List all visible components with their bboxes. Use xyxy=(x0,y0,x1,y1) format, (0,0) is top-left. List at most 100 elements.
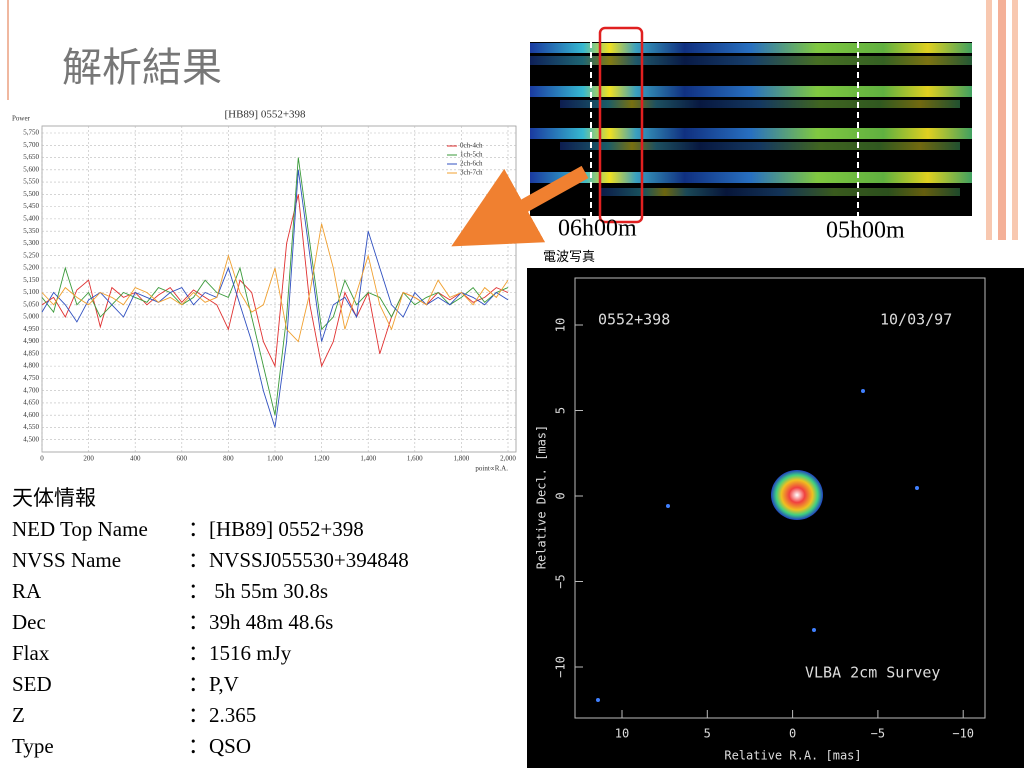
speck xyxy=(596,698,600,702)
x-tick-label: 0 xyxy=(789,727,796,741)
waterfall-band xyxy=(530,56,972,65)
y-tick-label: 5,150 xyxy=(23,276,39,284)
y-tick-label: 4,750 xyxy=(23,374,39,382)
survey-name: VLBA 2cm Survey xyxy=(805,664,940,682)
chart: 4,500 4,550 4,600 4,650 4,700 4,750 4,800 4,850… xyxy=(23,126,516,463)
waterfall-label: 06h00m xyxy=(558,216,637,242)
source-blob xyxy=(771,470,823,520)
waterfall-band xyxy=(530,172,972,183)
speck xyxy=(812,628,816,632)
y-tick-label: 4,700 xyxy=(23,386,39,394)
y-tick-label: 4,600 xyxy=(23,411,39,419)
x-tick-label: 1,800 xyxy=(454,455,470,463)
y-tick-label: 5 xyxy=(554,407,568,414)
y-axis-label: Power xyxy=(12,115,31,123)
series-line xyxy=(41,169,509,428)
y-tick-label: 4,950 xyxy=(23,325,39,333)
caption: 電波写真 xyxy=(543,249,595,264)
legend-label: 1ch-5ch xyxy=(460,151,483,159)
y-tick-label: 4,650 xyxy=(23,399,39,407)
arrow xyxy=(451,165,589,247)
waterfall-band xyxy=(600,188,960,196)
x-tick-label: 200 xyxy=(83,455,94,463)
speck xyxy=(666,504,670,508)
y-tick-label: 5,200 xyxy=(23,264,39,272)
y-tick-label: 10 xyxy=(554,318,568,332)
waterfall-band xyxy=(560,142,960,150)
x-tick-label: 600 xyxy=(177,455,188,463)
y-tick-label: 5,400 xyxy=(23,214,39,222)
info-label: SED xyxy=(12,672,52,696)
info-heading: 天体情報 xyxy=(12,486,96,510)
info-label: Type xyxy=(12,734,54,758)
x-tick-label: 800 xyxy=(223,455,234,463)
y-tick-label: 4,850 xyxy=(23,349,39,357)
waterfall-band xyxy=(530,128,972,139)
x-axis-label: point∝R.A. xyxy=(475,465,508,473)
info-table: NED Top Name ：[HB89] 0552+398 NVSS Name ：NV… xyxy=(12,517,409,758)
y-tick-label: 5,000 xyxy=(23,313,39,321)
info-value: ：1516 mJy xyxy=(188,641,292,665)
y-tick-label: 5,600 xyxy=(23,165,39,173)
y-axis-label: Relative Decl. [mas] xyxy=(535,425,549,570)
observation-date: 10/03/97 xyxy=(880,311,952,329)
deco-stripe xyxy=(986,0,992,240)
x-tick-label: 10 xyxy=(615,727,629,741)
y-tick-label: 5,700 xyxy=(23,141,39,149)
radio-frame xyxy=(574,277,986,719)
y-tick-label: 5,650 xyxy=(23,153,39,161)
y-tick-label: 5,050 xyxy=(23,300,39,308)
y-tick-label: 5,750 xyxy=(23,129,39,137)
slide-title: 解析結果 xyxy=(62,45,222,90)
y-tick-label: 5,550 xyxy=(23,178,39,186)
y-tick-label: −5 xyxy=(554,574,568,588)
radio-image xyxy=(527,268,1024,768)
y-tick-label: 4,500 xyxy=(23,435,39,443)
info-value: ：QSO xyxy=(188,734,251,758)
y-tick-label: 0 xyxy=(554,492,568,499)
y-tick-label: 5,350 xyxy=(23,227,39,235)
speck xyxy=(861,389,865,393)
highlight-box xyxy=(598,26,644,224)
radio-axes: 10 5 0 −5 −10 10 5 0 −5 −10 xyxy=(554,318,975,741)
y-tick-label: 4,550 xyxy=(23,423,39,431)
y-tick-label: 5,450 xyxy=(23,202,39,210)
x-tick-label: 1,200 xyxy=(314,455,330,463)
x-tick-label: 1,600 xyxy=(407,455,423,463)
waterfall-band xyxy=(560,100,960,108)
speck xyxy=(915,486,919,490)
info-label: RA xyxy=(12,579,42,603)
info-value: ：39h 48m 48.6s xyxy=(188,610,333,634)
chart-title: [HB89] 0552+398 xyxy=(224,109,306,121)
x-tick-label: 1,000 xyxy=(267,455,283,463)
y-tick-label: 5,250 xyxy=(23,251,39,259)
info-label: NVSS Name xyxy=(12,548,121,572)
info-label: Dec xyxy=(12,610,46,634)
info-label: Z xyxy=(12,703,25,727)
info-value: ：NVSSJ055530+394848 xyxy=(188,548,409,572)
series-line xyxy=(41,223,509,343)
x-axis-label: Relative R.A. [mas] xyxy=(724,749,861,763)
x-tick-label: −5 xyxy=(871,727,885,741)
x-tick-label: −10 xyxy=(952,727,974,741)
x-tick-label: 5 xyxy=(704,727,711,741)
y-tick-label: −10 xyxy=(554,656,568,678)
info-label: NED Top Name xyxy=(12,517,148,541)
waterfall-band xyxy=(530,43,972,53)
info-value: ：[HB89] 0552+398 xyxy=(188,517,364,541)
info-value: ：2.365 xyxy=(188,703,256,727)
info-label: Flax xyxy=(12,641,50,665)
waterfall-label: 05h00m xyxy=(826,218,905,244)
legend-label: 0ch-4ch xyxy=(460,142,483,150)
legend-label: 3ch-7ch xyxy=(460,169,483,177)
x-tick-label: 1,400 xyxy=(360,455,376,463)
plot-frame xyxy=(41,125,517,453)
y-tick-label: 5,100 xyxy=(23,288,39,296)
legend-label: 2ch-6ch xyxy=(460,160,483,168)
deco-stripe xyxy=(1012,0,1018,240)
x-tick-label: 2,000 xyxy=(500,455,516,463)
y-tick-label: 5,500 xyxy=(23,190,39,198)
waterfall-band xyxy=(530,86,972,97)
x-tick-label: 0 xyxy=(40,455,44,463)
